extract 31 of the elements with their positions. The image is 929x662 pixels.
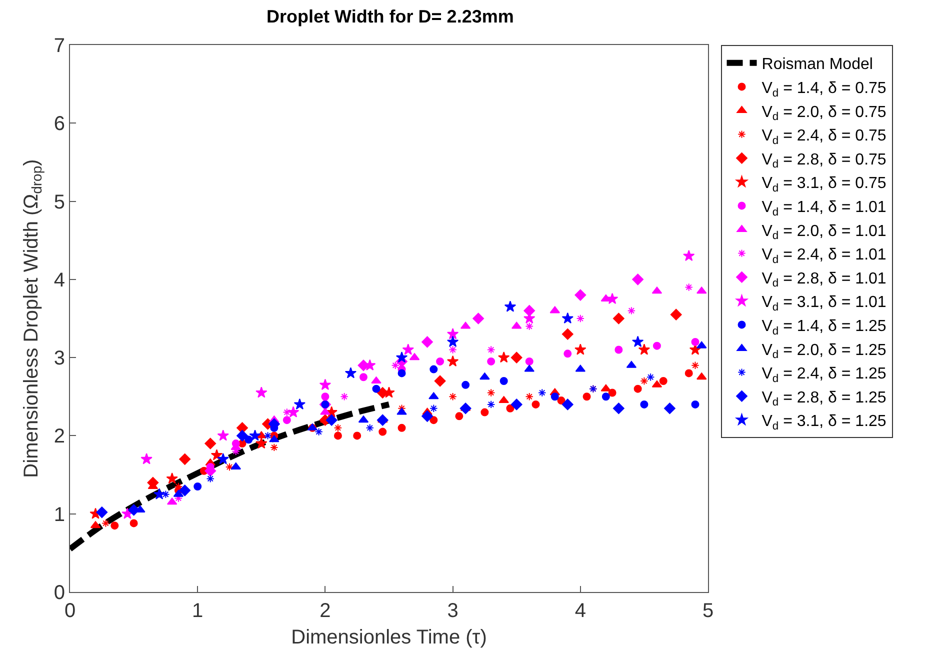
x-tick-label: 4 <box>574 600 586 622</box>
y-tick-label: 4 <box>54 269 65 292</box>
y-tick-label: 1 <box>54 504 65 526</box>
legend-label: V$_{d}$ = 1.4, δ = 1.25 <box>762 318 886 338</box>
y-tick-label: 3 <box>54 348 65 370</box>
legend-label: V$_{d}$ = 3.1, δ = 1.25 <box>762 413 886 432</box>
y-tick-label: 6 <box>54 113 65 136</box>
legend-label: V$_{d}$ = 2.4, δ = 0.75 <box>762 128 886 147</box>
x-axis-title: Dimensionles Time (τ) <box>291 626 487 648</box>
legend-label: V$_{d}$ = 2.0, δ = 1.25 <box>762 342 886 362</box>
y-tick-label: 5 <box>54 191 65 214</box>
legend-label: V$_{d}$ = 2.8, δ = 1.01 <box>762 270 886 290</box>
legend-label: V$_{d}$ = 2.4, δ = 1.25 <box>762 366 886 385</box>
chart-title: Droplet Width for D= 2.23mm <box>266 6 514 27</box>
x-tick-label: 5 <box>702 600 714 622</box>
x-tick-label: 2 <box>320 600 331 622</box>
x-tick-label: 1 <box>192 600 204 622</box>
legend-label: V$_{d}$ = 1.4, δ = 0.75 <box>762 80 886 100</box>
legend-label: V$_{d}$ = 3.1, δ = 1.01 <box>762 294 886 314</box>
legend-label: V$_{d}$ = 2.8, δ = 0.75 <box>762 151 886 171</box>
legend-label: V$_{d}$ = 3.1, δ = 0.75 <box>762 175 886 194</box>
legend-label: V$_{d}$ = 2.0, δ = 1.01 <box>762 222 886 242</box>
legend-label: V$_{d}$ = 2.4, δ = 1.01 <box>762 246 886 266</box>
legend-label: V$_{d}$ = 1.4, δ = 1.01 <box>762 198 886 218</box>
legend-label: V$_{d}$ = 2.8, δ = 1.25 <box>762 389 886 409</box>
x-tick-label: 3 <box>447 600 458 622</box>
legend-label: V$_{d}$ = 2.0, δ = 0.75 <box>762 104 886 124</box>
legend-label: Roisman Model <box>762 56 873 74</box>
y-tick-label: 2 <box>54 426 65 448</box>
y-tick-label: 7 <box>54 35 65 57</box>
y-tick-label: 0 <box>54 582 65 604</box>
